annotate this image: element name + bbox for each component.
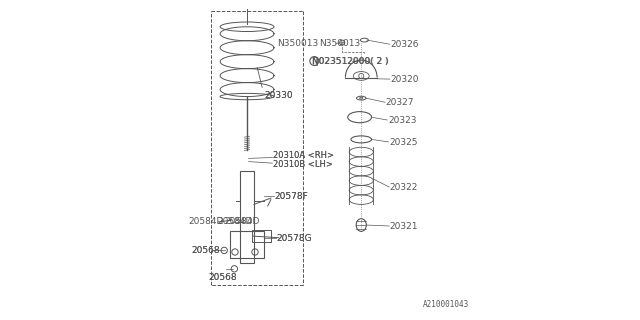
Text: 20310B <LH>: 20310B <LH> [273,160,333,169]
Text: 20321: 20321 [390,222,419,231]
Text: 20327: 20327 [386,98,414,107]
Text: ⓝ023512000( 2 ): ⓝ023512000( 2 ) [313,57,388,66]
Text: 20310A <RH>: 20310A <RH> [273,151,334,160]
Text: N: N [311,57,317,66]
Text: 20325: 20325 [389,138,418,147]
Text: 20323: 20323 [388,116,417,125]
Text: 20330: 20330 [264,91,293,100]
Text: 20322: 20322 [390,183,418,192]
Text: N350013: N350013 [277,39,319,48]
Text: 20578F: 20578F [275,192,308,201]
Text: 023512000( 2 ): 023512000( 2 ) [319,57,389,66]
Text: 20584D: 20584D [188,217,223,226]
Text: 20568: 20568 [209,273,237,282]
Text: 20330: 20330 [264,91,293,100]
Text: N350013: N350013 [319,39,360,48]
Text: 20584D: 20584D [217,217,252,226]
Text: 20568: 20568 [191,245,220,255]
Text: 20568: 20568 [191,245,220,255]
Text: 20584D: 20584D [224,217,259,226]
Text: 20326: 20326 [390,40,419,49]
Text: 20578F: 20578F [275,192,308,201]
Text: A210001043: A210001043 [423,300,469,309]
Text: 20568: 20568 [209,273,237,282]
Text: 20578G: 20578G [276,234,312,243]
Text: 20310B <LH>: 20310B <LH> [273,160,333,169]
Text: 20310A <RH>: 20310A <RH> [273,151,334,160]
Text: 20578G: 20578G [276,234,312,243]
Text: 20320: 20320 [390,75,419,84]
